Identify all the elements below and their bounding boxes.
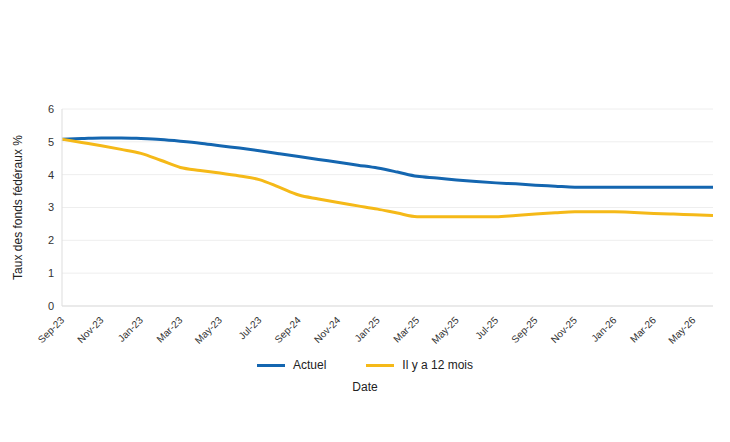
svg-text:6: 6 <box>48 103 54 115</box>
svg-text:Sep-25: Sep-25 <box>509 314 540 345</box>
svg-text:Sep-23: Sep-23 <box>36 314 67 345</box>
svg-text:May-25: May-25 <box>429 314 461 346</box>
svg-text:1: 1 <box>48 267 54 279</box>
svg-text:Mar-25: Mar-25 <box>391 314 421 344</box>
html-text:Date: Date <box>352 380 378 394</box>
svg-text:May-26: May-26 <box>666 314 698 346</box>
svg-text:Sep-24: Sep-24 <box>272 314 303 345</box>
svg-text:Taux des fonds fédéraux %: Taux des fonds fédéraux % <box>11 135 25 280</box>
svg-text:2: 2 <box>48 234 54 246</box>
svg-text:Nov-25: Nov-25 <box>549 314 580 345</box>
svg-text:0: 0 <box>48 300 54 312</box>
svg-text:Mar-23: Mar-23 <box>154 314 184 344</box>
svg-text:Jan-25: Jan-25 <box>352 314 382 344</box>
svg-text:5: 5 <box>48 136 54 148</box>
svg-text:Jan-26: Jan-26 <box>589 314 619 344</box>
html-text:Actuel: Actuel <box>293 358 327 372</box>
svg-text:May-23: May-23 <box>193 314 225 346</box>
svg-text:Mar-26: Mar-26 <box>628 314 658 344</box>
svg-text:4: 4 <box>48 169 54 181</box>
svg-text:Nov-23: Nov-23 <box>75 314 106 345</box>
svg-text:Jan-23: Jan-23 <box>116 314 146 344</box>
html-text:Il y a 12 mois: Il y a 12 mois <box>402 358 473 372</box>
svg-text:Jul-23: Jul-23 <box>236 314 263 341</box>
svg-text:Nov-24: Nov-24 <box>312 314 343 345</box>
svg-text:Jul-25: Jul-25 <box>473 314 500 341</box>
svg-text:3: 3 <box>48 201 54 213</box>
